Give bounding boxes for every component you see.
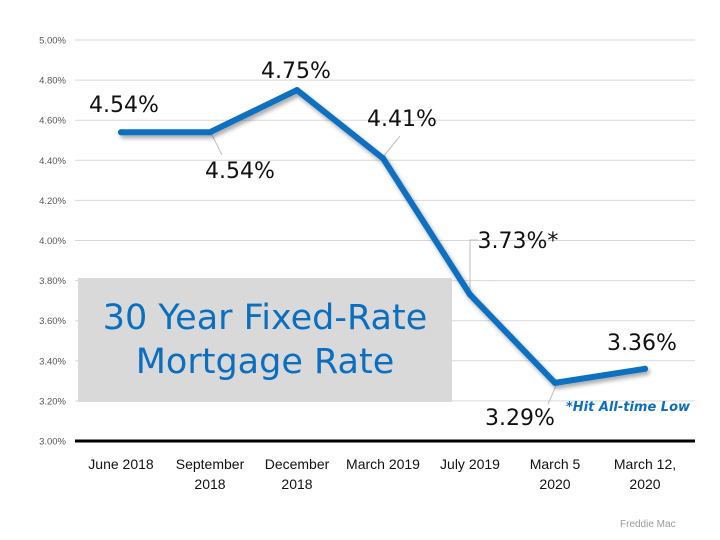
y-tick-label: 3.80% xyxy=(39,276,66,287)
data-label: 4.41% xyxy=(367,107,437,132)
y-axis-ticks: 3.00% 3.20% 3.40% 3.60% 3.80% 4.00% 4.20% 4.40%… xyxy=(39,36,66,448)
leader-line xyxy=(469,239,478,290)
data-point xyxy=(207,129,213,136)
y-tick-label: 4.40% xyxy=(39,156,66,167)
x-tick-label: June 2018 xyxy=(88,456,154,472)
chart-title-line-1: 30 Year Fixed-Rate xyxy=(102,298,428,338)
y-tick-label: 3.20% xyxy=(39,396,66,407)
x-tick-label: March 12, xyxy=(614,456,676,472)
y-tick-label: 3.60% xyxy=(39,316,66,327)
x-tick-label: September xyxy=(176,456,245,472)
x-tick-label: March 5 xyxy=(530,456,581,472)
data-point xyxy=(118,129,124,136)
y-tick-label: 4.60% xyxy=(39,116,66,127)
x-tick-label: 2020 xyxy=(629,476,660,492)
data-point xyxy=(552,379,558,386)
data-point xyxy=(380,155,386,162)
data-label: 3.36% xyxy=(607,331,677,356)
data-point xyxy=(294,87,300,94)
x-axis-labels: June 2018 September 2018 December 2018 March … xyxy=(88,456,676,492)
chart-title-box: 30 Year Fixed-Rate Mortgage Rate xyxy=(78,278,452,402)
data-label: 3.29% xyxy=(485,406,555,431)
leader-line xyxy=(382,135,401,158)
label-leader-lines xyxy=(211,134,557,405)
data-label: 4.54% xyxy=(205,159,275,184)
x-tick-label: 2020 xyxy=(539,476,570,492)
x-tick-label: December xyxy=(265,456,330,472)
x-tick-label: March 2019 xyxy=(346,456,420,472)
y-tick-label: 4.80% xyxy=(39,76,66,87)
x-tick-label: 2018 xyxy=(281,476,312,492)
data-labels: 4.54% 4.54% 4.75% 4.41% 3.73%* 3.29% 3.36% xyxy=(89,59,677,431)
x-tick-label: 2018 xyxy=(194,476,225,492)
chart-title-line-2: Mortgage Rate xyxy=(135,342,395,382)
data-points xyxy=(118,87,648,386)
x-tick-label: July 2019 xyxy=(440,456,500,472)
y-tick-label: 5.00% xyxy=(39,36,66,47)
data-label: 4.75% xyxy=(261,59,331,84)
all-time-low-note: *Hit All-time Low xyxy=(566,400,691,415)
data-point xyxy=(467,291,473,298)
source-label: Freddie Mac xyxy=(620,519,676,530)
y-tick-label: 3.00% xyxy=(39,437,66,448)
data-label: 3.73%* xyxy=(478,229,559,254)
y-tick-label: 4.20% xyxy=(39,196,66,207)
leader-line xyxy=(547,385,557,405)
data-point xyxy=(642,365,648,372)
y-tick-label: 3.40% xyxy=(39,356,66,367)
data-label: 4.54% xyxy=(89,93,159,118)
y-tick-label: 4.00% xyxy=(39,236,66,247)
leader-line xyxy=(211,134,223,156)
